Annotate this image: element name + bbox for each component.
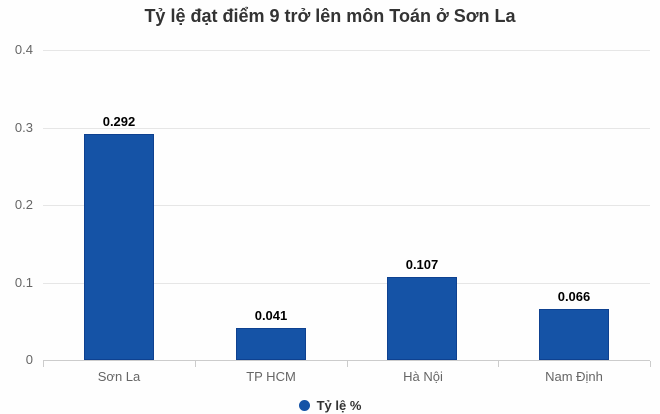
bar-value-label: 0.107 [405,257,439,272]
y-gridline [43,205,650,206]
x-axis-category-label: Hà Nội [403,369,443,384]
y-gridline [43,50,650,51]
y-axis-tick-label: 0.3 [14,120,33,135]
x-axis-tick [498,361,499,367]
x-axis-category-label: TP HCM [246,369,296,384]
x-axis-tick [650,361,651,367]
y-axis-tick-label: 0 [25,352,33,367]
bar[interactable] [236,328,306,360]
bar[interactable] [539,309,609,360]
x-axis-line [43,360,650,361]
x-axis-tick [347,361,348,367]
bar[interactable] [84,134,154,360]
y-axis-tick-label: 0.1 [14,275,33,290]
x-axis-tick [195,361,196,367]
x-axis-category-label: Sơn La [97,369,141,384]
x-axis-tick [43,361,44,367]
legend-item[interactable]: Tỷ lệ % [0,398,660,413]
y-axis-tick-label: 0.4 [14,42,33,57]
bar[interactable] [387,277,457,360]
x-axis-category-label: Nam Định [545,369,603,384]
bar-value-label: 0.066 [557,289,591,304]
y-gridline [43,128,650,129]
y-gridline [43,283,650,284]
legend-label: Tỷ lệ % [316,398,362,413]
chart-title: Tỷ lệ đạt điểm 9 trở lên môn Toán ở Sơn … [144,6,516,26]
bar-value-label: 0.041 [254,308,288,323]
y-axis-tick-label: 0.2 [14,197,33,212]
legend-series-circle-icon [298,400,310,411]
bar-value-label: 0.292 [102,114,136,129]
